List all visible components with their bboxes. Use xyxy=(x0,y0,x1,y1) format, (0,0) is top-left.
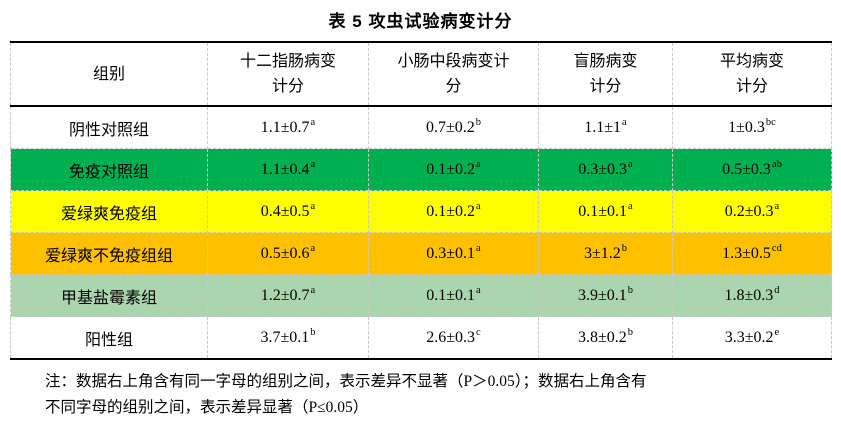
score-cell: 1.3±0.5cd xyxy=(672,232,832,275)
row-label: 爱绿爽免疫组 xyxy=(10,190,208,233)
header-text: 平均病变 xyxy=(719,53,784,70)
header-text: 计分 xyxy=(735,78,768,95)
header-cell-average-score: 平均病变 计分 xyxy=(672,42,832,107)
score-cell: 1.2±0.7a xyxy=(207,274,369,317)
header-text: 分 xyxy=(445,78,462,95)
score-cell: 3.8±0.2b xyxy=(538,316,673,359)
header-cell-group: 组别 xyxy=(10,42,208,107)
score-cell: 1.1±0.4a xyxy=(207,148,369,191)
sig-letter: a xyxy=(628,159,633,171)
sig-letter: a xyxy=(628,201,633,213)
sig-letter: a xyxy=(476,243,481,255)
score-cell: 0.7±0.2b xyxy=(368,106,539,149)
sig-letter: d xyxy=(774,285,780,297)
table-row-immune-control: 免疫对照组 1.1±0.4a 0.1±0.2a 0.3±0.3a 0.5±0.3… xyxy=(10,148,832,191)
score-cell: 0.3±0.1a xyxy=(368,232,539,275)
sig-letter: a xyxy=(310,243,316,255)
table-row-maduramicin: 甲基盐霉素组 1.2±0.7a 0.1±0.1a 3.9±0.1b 1.8±0.… xyxy=(10,274,832,317)
score-cell: 3.7±0.1b xyxy=(207,316,369,359)
score-cell: 0.1±0.1a xyxy=(538,190,673,233)
page: 表 5 攻虫试验病变计分 组别 十二指肠病变 计分 小肠中段病变计 分 盲肠病变 xyxy=(0,7,841,421)
table-row-positive: 阳性组 3.7±0.1b 2.6±0.3c 3.8±0.2b 3.3±0.2e xyxy=(10,316,832,359)
header-cell-cecum-score: 盲肠病变 计分 xyxy=(538,42,673,107)
footnote-line-1: 注：数据右上角含有同一字母的组别之间，表示差异不显著（P＞0.05）；数据右上角… xyxy=(45,373,647,390)
sig-letter: a xyxy=(310,285,316,297)
score-cell: 3.3±0.2e xyxy=(672,316,832,359)
score-cell: 0.3±0.3a xyxy=(538,148,673,191)
header-row: 组别 十二指肠病变 计分 小肠中段病变计 分 盲肠病变 计分 平均病变 计分 xyxy=(10,42,832,107)
footnote-line-2: 不同字母的组别之间，表示差异显著（P≤0.05） xyxy=(45,399,369,416)
score-cell: 0.4±0.5a xyxy=(207,190,369,233)
sig-letter: a xyxy=(310,159,316,171)
sig-letter: b xyxy=(475,117,482,129)
lesion-score-table: 组别 十二指肠病变 计分 小肠中段病变计 分 盲肠病变 计分 平均病变 计分 xyxy=(10,41,832,360)
sig-letter: ab xyxy=(771,159,782,171)
sig-letter: cd xyxy=(771,243,782,255)
header-text: 十二指肠病变 xyxy=(239,53,336,70)
score-cell: 1±0.3bc xyxy=(672,106,832,149)
score-cell: 2.6±0.3c xyxy=(368,316,539,359)
sig-letter: b xyxy=(627,285,634,297)
row-label: 爱绿爽不免疫组组 xyxy=(10,232,208,275)
score-cell: 0.5±0.3ab xyxy=(672,148,832,191)
sig-letter: a xyxy=(774,201,780,213)
header-text: 组别 xyxy=(92,65,125,83)
sig-letter: a xyxy=(310,117,316,129)
score-cell: 1.1±1a xyxy=(538,106,673,149)
sig-letter: c xyxy=(476,327,481,339)
sig-letter: a xyxy=(622,117,627,129)
header-text: 盲肠病变 xyxy=(573,53,638,70)
header-text: 计分 xyxy=(589,78,622,95)
table-row-negative-control: 阴性对照组 1.1±0.7a 0.7±0.2b 1.1±1a 1±0.3bc xyxy=(10,106,832,149)
score-cell: 0.1±0.2a xyxy=(368,190,539,233)
score-cell: 0.1±0.1a xyxy=(368,274,539,317)
table-title: 表 5 攻虫试验病变计分 xyxy=(328,12,513,31)
row-label: 阴性对照组 xyxy=(10,106,208,149)
header-text: 小肠中段病变计 xyxy=(397,53,510,70)
score-cell: 3±1.2b xyxy=(538,232,673,275)
score-cell: 0.2±0.3a xyxy=(672,190,832,233)
score-cell: 0.5±0.6a xyxy=(207,232,369,275)
score-cell: 3.9±0.1b xyxy=(538,274,673,317)
sig-letter: e xyxy=(774,327,780,339)
sig-letter: a xyxy=(476,159,481,171)
score-cell: 1.1±0.7a xyxy=(207,106,369,149)
sig-letter: b xyxy=(621,243,628,255)
footnote: 注：数据右上角含有同一字母的组别之间，表示差异不显著（P＞0.05）；数据右上角… xyxy=(45,369,841,421)
row-label: 甲基盐霉素组 xyxy=(10,274,208,317)
row-label: 免疫对照组 xyxy=(10,148,208,191)
header-cell-mid-intestine-score: 小肠中段病变计 分 xyxy=(368,42,539,107)
header-cell-duodenum-score: 十二指肠病变 计分 xyxy=(207,42,369,107)
score-cell: 1.8±0.3d xyxy=(672,274,832,317)
sig-letter: a xyxy=(476,285,481,297)
score-cell: 0.1±0.2a xyxy=(368,148,539,191)
sig-letter: a xyxy=(476,201,481,213)
sig-letter: a xyxy=(310,201,316,213)
sig-letter: bc xyxy=(765,117,776,129)
table-row-ailvshuang-immune: 爱绿爽免疫组 0.4±0.5a 0.1±0.2a 0.1±0.1a 0.2±0.… xyxy=(10,190,832,233)
header-text: 计分 xyxy=(271,78,304,95)
sig-letter: b xyxy=(627,327,634,339)
table-row-ailvshuang-non-immune: 爱绿爽不免疫组组 0.5±0.6a 0.3±0.1a 3±1.2b 1.3±0.… xyxy=(10,232,832,275)
row-label: 阳性组 xyxy=(10,316,208,359)
sig-letter: b xyxy=(310,327,316,339)
